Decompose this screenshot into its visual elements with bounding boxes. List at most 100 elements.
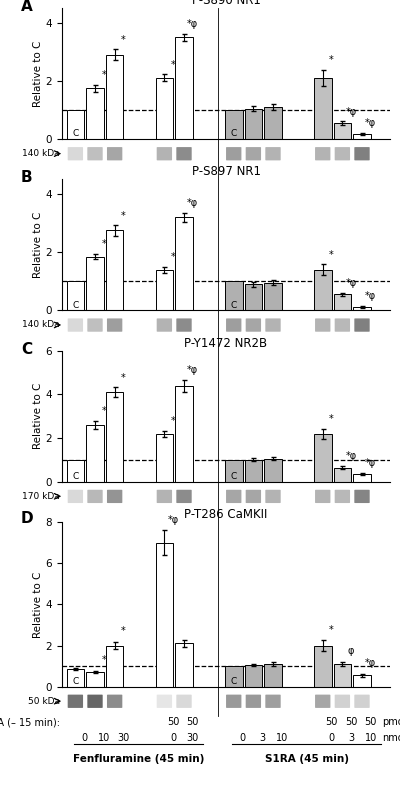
FancyBboxPatch shape (226, 489, 242, 503)
Bar (244, 109, 262, 139)
Bar (244, 665, 262, 687)
Bar (66, 460, 84, 482)
Bar (353, 307, 371, 311)
Bar (66, 110, 84, 139)
Text: pmol: pmol (382, 717, 400, 727)
Bar (314, 646, 332, 687)
FancyBboxPatch shape (354, 319, 370, 332)
Text: *φ: *φ (187, 19, 198, 29)
Bar (353, 134, 371, 139)
Bar (225, 110, 242, 139)
Text: 50: 50 (345, 717, 357, 727)
FancyBboxPatch shape (354, 695, 370, 708)
FancyBboxPatch shape (265, 319, 281, 332)
Bar (244, 284, 262, 311)
FancyBboxPatch shape (107, 695, 122, 708)
Text: *: * (121, 211, 126, 221)
Title: P-S890 NR1: P-S890 NR1 (192, 0, 260, 7)
Text: Fenfluramine (45 min): Fenfluramine (45 min) (73, 754, 204, 764)
FancyBboxPatch shape (176, 319, 192, 332)
Bar (156, 78, 173, 139)
Bar (156, 434, 173, 482)
Bar (264, 107, 282, 139)
Text: *: * (102, 70, 106, 80)
Text: C: C (231, 130, 237, 138)
FancyBboxPatch shape (246, 489, 261, 503)
FancyBboxPatch shape (87, 147, 103, 160)
Text: nmol: nmol (382, 733, 400, 743)
Text: NMDA (– 15 min):: NMDA (– 15 min): (0, 717, 60, 727)
Bar (225, 666, 242, 687)
Text: C: C (21, 341, 32, 357)
Text: 10: 10 (276, 733, 288, 743)
Text: *: * (102, 654, 106, 665)
Text: 10: 10 (365, 733, 377, 743)
Bar (175, 217, 193, 311)
FancyBboxPatch shape (176, 489, 192, 503)
Bar (314, 270, 332, 311)
Bar (334, 468, 351, 482)
FancyBboxPatch shape (157, 695, 172, 708)
Text: *φ: *φ (365, 118, 376, 128)
Text: 30: 30 (187, 733, 199, 743)
Text: *: * (121, 373, 126, 383)
FancyBboxPatch shape (354, 147, 370, 160)
Text: *φ: *φ (187, 198, 198, 208)
Text: S1RA (45 min): S1RA (45 min) (265, 754, 349, 764)
FancyBboxPatch shape (335, 695, 350, 708)
Bar (106, 55, 124, 139)
Bar (334, 123, 351, 139)
FancyBboxPatch shape (87, 489, 103, 503)
FancyBboxPatch shape (335, 147, 350, 160)
Text: 30: 30 (117, 733, 130, 743)
FancyBboxPatch shape (315, 319, 330, 332)
Text: *φ: *φ (346, 107, 357, 117)
FancyBboxPatch shape (246, 695, 261, 708)
Text: C: C (231, 676, 237, 686)
Text: *: * (171, 252, 176, 262)
FancyBboxPatch shape (315, 489, 330, 503)
Text: 170 kDa: 170 kDa (22, 492, 60, 501)
Text: 140 kDa: 140 kDa (22, 320, 60, 329)
Bar (264, 283, 282, 311)
Text: C: C (231, 472, 237, 481)
Bar (353, 675, 371, 687)
Text: *φ: *φ (346, 278, 357, 288)
FancyBboxPatch shape (107, 319, 122, 332)
FancyBboxPatch shape (226, 319, 242, 332)
Bar (106, 646, 124, 687)
FancyBboxPatch shape (68, 489, 83, 503)
FancyBboxPatch shape (157, 319, 172, 332)
FancyBboxPatch shape (87, 695, 103, 708)
Y-axis label: Relative to C: Relative to C (33, 40, 43, 107)
Text: 50 kDa: 50 kDa (28, 696, 60, 706)
FancyBboxPatch shape (246, 147, 261, 160)
FancyBboxPatch shape (335, 489, 350, 503)
Text: 10: 10 (98, 733, 110, 743)
Bar (86, 257, 104, 311)
Text: *: * (329, 625, 334, 634)
Text: 50: 50 (186, 717, 199, 727)
Text: 50: 50 (167, 717, 179, 727)
Text: *φ: *φ (365, 658, 376, 668)
FancyBboxPatch shape (265, 147, 281, 160)
Text: D: D (21, 510, 34, 526)
Bar (175, 37, 193, 139)
Bar (314, 434, 332, 482)
Bar (244, 460, 262, 482)
Bar (66, 281, 84, 311)
Text: 50: 50 (325, 717, 338, 727)
FancyBboxPatch shape (176, 695, 192, 708)
Title: P-S897 NR1: P-S897 NR1 (192, 165, 260, 178)
Bar (334, 664, 351, 687)
Text: 50: 50 (364, 717, 377, 727)
Text: C: C (72, 676, 78, 686)
FancyBboxPatch shape (68, 695, 83, 708)
Text: *: * (329, 56, 334, 65)
Text: 0: 0 (81, 733, 87, 743)
Text: *: * (329, 415, 334, 424)
Text: *φ: *φ (365, 459, 376, 469)
FancyBboxPatch shape (176, 147, 192, 160)
Bar (86, 672, 104, 687)
Bar (314, 78, 332, 139)
